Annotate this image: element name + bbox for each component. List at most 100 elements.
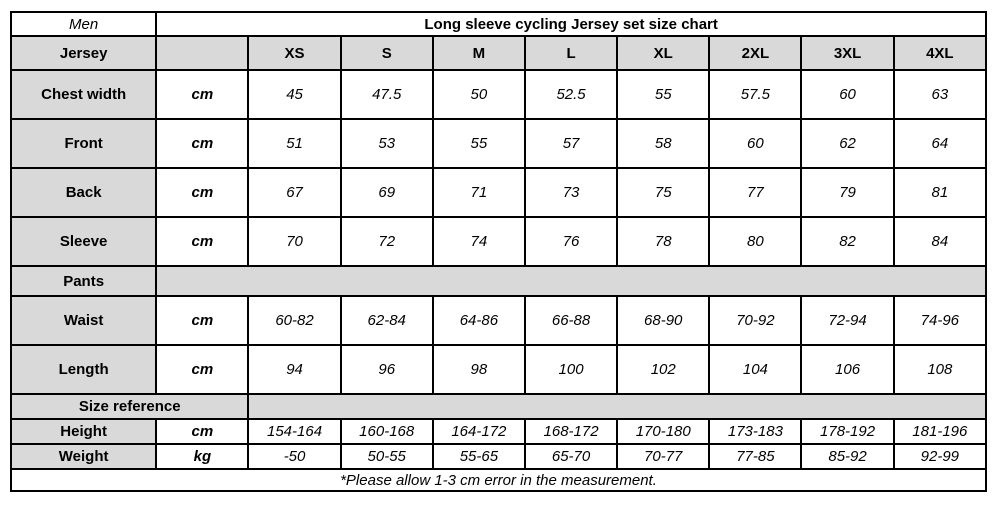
value-cell: 70-92 bbox=[708, 295, 803, 346]
value-cell: 102 bbox=[616, 344, 711, 395]
unit-cell: cm bbox=[155, 69, 250, 120]
row-label: Chest width bbox=[9, 69, 158, 120]
row-sleeve: Sleeve cm 70 72 74 76 78 80 82 84 bbox=[9, 216, 988, 267]
value-cell: 53 bbox=[339, 118, 434, 169]
value-cell: 45 bbox=[247, 69, 342, 120]
value-cell: 108 bbox=[892, 344, 988, 395]
value-cell: 62 bbox=[800, 118, 895, 169]
value-cell: 154-164 bbox=[247, 418, 342, 445]
value-cell: 70-77 bbox=[616, 443, 711, 470]
size-header-xl: XL bbox=[616, 35, 711, 71]
value-cell: 72 bbox=[339, 216, 434, 267]
value-cell: 96 bbox=[339, 344, 434, 395]
value-cell: 94 bbox=[247, 344, 342, 395]
row-label: Sleeve bbox=[9, 216, 158, 267]
pants-header-filler bbox=[155, 265, 987, 297]
value-cell: 75 bbox=[616, 167, 711, 218]
unit-cell: cm bbox=[155, 118, 250, 169]
value-cell: 77-85 bbox=[708, 443, 803, 470]
row-label: Height bbox=[9, 418, 158, 445]
row-length: Length cm 94 96 98 100 102 104 106 108 bbox=[9, 344, 988, 395]
jersey-header-row: Jersey XS S M L XL 2XL 3XL 4XL bbox=[9, 35, 988, 71]
footnote-row: *Please allow 1-3 cm error in the measur… bbox=[10, 468, 987, 492]
value-cell: 178-192 bbox=[800, 418, 895, 445]
value-cell: 104 bbox=[708, 344, 803, 395]
value-cell: 76 bbox=[523, 216, 619, 267]
size-header-l: L bbox=[523, 35, 619, 71]
value-cell: 57 bbox=[523, 118, 619, 169]
value-cell: 80 bbox=[708, 216, 803, 267]
row-label: Length bbox=[9, 344, 158, 395]
value-cell: 51 bbox=[247, 118, 342, 169]
value-cell: 50-55 bbox=[339, 443, 434, 470]
value-cell: 71 bbox=[431, 167, 526, 218]
size-header-2xl: 2XL bbox=[708, 35, 803, 71]
row-height: Height cm 154-164 160-168 164-172 168-17… bbox=[9, 418, 988, 445]
value-cell: 55 bbox=[616, 69, 711, 120]
unit-cell: cm bbox=[155, 167, 250, 218]
value-cell: 67 bbox=[247, 167, 342, 218]
row-waist: Waist cm 60-82 62-84 64-86 66-88 68-90 7… bbox=[9, 295, 988, 346]
section-header-jersey: Jersey bbox=[9, 35, 158, 71]
value-cell: 65-70 bbox=[523, 443, 619, 470]
value-cell: 69 bbox=[339, 167, 434, 218]
value-cell: 64-86 bbox=[431, 295, 526, 346]
value-cell: 100 bbox=[523, 344, 619, 395]
value-cell: 78 bbox=[616, 216, 711, 267]
value-cell: 181-196 bbox=[892, 418, 988, 445]
unit-cell: kg bbox=[155, 443, 250, 470]
value-cell: 77 bbox=[708, 167, 803, 218]
value-cell: 170-180 bbox=[616, 418, 711, 445]
value-cell: 60 bbox=[800, 69, 895, 120]
value-cell: 168-172 bbox=[523, 418, 619, 445]
unit-cell: cm bbox=[155, 295, 250, 346]
value-cell: 72-94 bbox=[800, 295, 895, 346]
size-header-4xl: 4XL bbox=[892, 35, 988, 71]
row-chest-width: Chest width cm 45 47.5 50 52.5 55 57.5 6… bbox=[9, 69, 988, 120]
value-cell: 81 bbox=[892, 167, 988, 218]
size-chart: Men Long sleeve cycling Jersey set size … bbox=[9, 11, 988, 492]
size-reference-filler bbox=[247, 393, 987, 420]
value-cell: 50 bbox=[431, 69, 526, 120]
value-cell: 64 bbox=[892, 118, 988, 169]
row-label: Weight bbox=[9, 443, 158, 470]
size-header-s: S bbox=[339, 35, 434, 71]
value-cell: 58 bbox=[616, 118, 711, 169]
value-cell: 82 bbox=[800, 216, 895, 267]
value-cell: 52.5 bbox=[523, 69, 619, 120]
value-cell: 55-65 bbox=[431, 443, 526, 470]
unit-cell: cm bbox=[155, 418, 250, 445]
size-chart-table: Men Long sleeve cycling Jersey set size … bbox=[9, 11, 988, 492]
value-cell: 160-168 bbox=[339, 418, 434, 445]
size-header-3xl: 3XL bbox=[800, 35, 895, 71]
section-header-size-reference: Size reference bbox=[9, 393, 250, 420]
row-front: Front cm 51 53 55 57 58 60 62 64 bbox=[9, 118, 988, 169]
row-label: Back bbox=[9, 167, 158, 218]
row-label: Waist bbox=[9, 295, 158, 346]
value-cell: 73 bbox=[523, 167, 619, 218]
footnote: *Please allow 1-3 cm error in the measur… bbox=[10, 468, 987, 492]
value-cell: 74 bbox=[431, 216, 526, 267]
unit-cell: cm bbox=[155, 344, 250, 395]
value-cell: -50 bbox=[247, 443, 342, 470]
value-cell: 68-90 bbox=[616, 295, 711, 346]
value-cell: 66-88 bbox=[523, 295, 619, 346]
unit-header-cell bbox=[155, 35, 250, 71]
value-cell: 79 bbox=[800, 167, 895, 218]
value-cell: 74-96 bbox=[892, 295, 988, 346]
value-cell: 55 bbox=[431, 118, 526, 169]
value-cell: 60-82 bbox=[247, 295, 342, 346]
value-cell: 84 bbox=[892, 216, 988, 267]
size-reference-header-row: Size reference bbox=[9, 393, 987, 420]
row-weight: Weight kg -50 50-55 55-65 65-70 70-77 77… bbox=[9, 443, 988, 470]
value-cell: 47.5 bbox=[339, 69, 434, 120]
size-header-m: M bbox=[431, 35, 526, 71]
value-cell: 60 bbox=[708, 118, 803, 169]
pants-header-row: Pants bbox=[9, 265, 987, 297]
value-cell: 57.5 bbox=[708, 69, 803, 120]
value-cell: 70 bbox=[247, 216, 342, 267]
title-row: Men Long sleeve cycling Jersey set size … bbox=[9, 11, 987, 37]
value-cell: 164-172 bbox=[431, 418, 526, 445]
section-header-pants: Pants bbox=[9, 265, 158, 297]
gender-label: Men bbox=[9, 11, 158, 37]
